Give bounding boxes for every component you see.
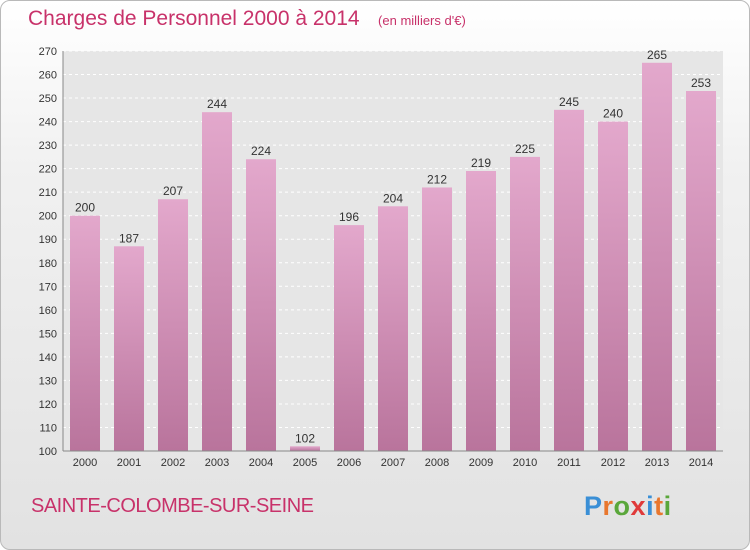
proxiti-logo: Proxiti [584,491,672,522]
data-label: 245 [559,95,579,109]
x-tick-label: 2002 [161,457,185,469]
y-tick-label: 160 [39,305,57,317]
x-tick-label: 2000 [73,457,97,469]
y-tick-label: 250 [39,93,57,105]
x-tick-label: 2013 [645,457,669,469]
data-label: 244 [207,97,227,111]
data-label: 212 [427,172,447,186]
y-tick-label: 180 [39,258,57,270]
y-tick-label: 190 [39,234,57,246]
logo-letters: Proxiti [584,491,672,521]
bar [202,112,232,452]
bar [114,246,144,451]
y-tick-label: 130 [39,375,57,387]
x-tick-label: 2004 [249,457,273,469]
y-tick-label: 240 [39,117,57,129]
bar [466,171,496,451]
bar [70,215,100,451]
y-tick-label: 110 [39,422,57,434]
logo-letter: o [613,491,631,521]
data-label: 224 [251,144,271,158]
data-label: 204 [383,191,403,205]
y-tick-label: 210 [39,187,57,199]
logo-letter: r [602,491,614,521]
data-label: 207 [163,184,183,198]
bar [598,121,628,452]
data-label: 187 [119,231,139,245]
bar [642,62,672,451]
bar [422,187,452,451]
x-tick-label: 2011 [557,457,581,469]
x-tick-label: 2003 [205,457,229,469]
bar [158,199,188,451]
bar [554,109,584,451]
bar [246,159,276,451]
bar [510,156,540,451]
data-label: 102 [295,431,315,445]
x-tick-label: 2001 [117,457,141,469]
y-tick-label: 140 [39,352,57,364]
y-tick-label: 150 [39,328,57,340]
logo-letter: i [663,491,672,521]
x-tick-label: 2006 [337,457,361,469]
logo-letter: i [646,491,655,521]
x-tick-label: 2005 [293,457,317,469]
y-tick-label: 120 [39,399,57,411]
x-tick-label: 2014 [689,457,713,469]
chart-subtitle: (en milliers d'€) [378,13,466,28]
logo-letter: t [654,491,664,521]
data-label: 200 [75,201,95,215]
bar [686,91,716,451]
y-tick-label: 270 [39,46,57,58]
data-label: 240 [603,107,623,121]
logo-letter: P [584,491,603,521]
bar [334,225,364,451]
logo-letter: x [630,491,647,521]
data-label: 253 [691,76,711,90]
x-tick-label: 2010 [513,457,537,469]
data-label: 265 [647,48,667,62]
commune-name: SAINTE-COLOMBE-SUR-SEINE [31,495,314,517]
x-tick-label: 2008 [425,457,449,469]
chart-title-block: Charges de Personnel 2000 à 2014 (en mil… [28,7,466,31]
bar [290,446,320,451]
bar [378,206,408,451]
y-tick-label: 170 [39,281,57,293]
data-label: 219 [471,156,491,170]
x-tick-label: 2007 [381,457,405,469]
y-tick-label: 230 [39,140,57,152]
y-tick-label: 260 [39,70,57,82]
x-tick-label: 2009 [469,457,493,469]
chart-title: Charges de Personnel 2000 à 2014 [28,7,360,30]
y-tick-label: 200 [39,211,57,223]
data-label: 225 [515,142,535,156]
x-tick-label: 2012 [601,457,625,469]
y-tick-label: 220 [39,164,57,176]
y-tick-label: 100 [39,446,57,458]
data-label: 196 [339,210,359,224]
